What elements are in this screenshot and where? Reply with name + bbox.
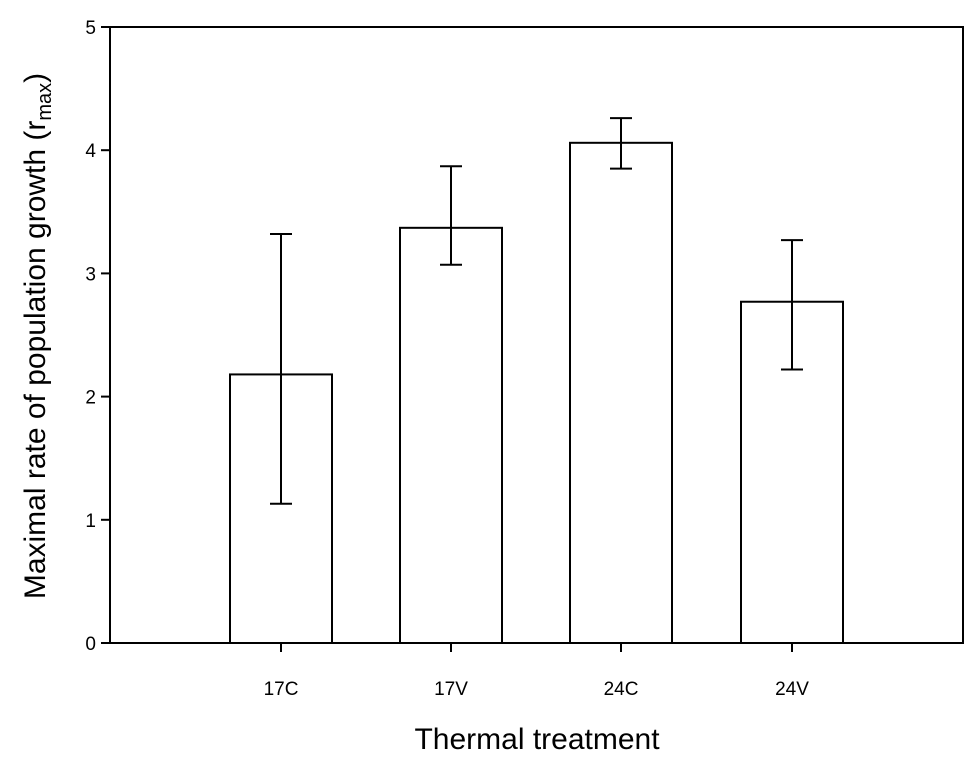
x-tick-label: 17C bbox=[264, 679, 299, 700]
x-tick-label: 17V bbox=[434, 679, 468, 700]
plot-frame bbox=[109, 26, 964, 644]
y-tick-label: 4 bbox=[85, 141, 96, 162]
y-axis-title-subscript: max bbox=[34, 83, 56, 121]
bar-17V bbox=[399, 226, 503, 644]
y-tick-label: 5 bbox=[85, 18, 96, 39]
x-axis-title: Thermal treatment bbox=[414, 723, 660, 756]
y-tick-label: 1 bbox=[85, 511, 96, 532]
y-tick-label: 0 bbox=[85, 634, 96, 655]
y-axis-ticks: 0 1 2 3 4 5 bbox=[85, 18, 110, 655]
bars bbox=[229, 141, 844, 644]
y-tick-label: 3 bbox=[85, 264, 96, 285]
y-tick-label: 2 bbox=[85, 388, 96, 409]
bar-24C bbox=[569, 141, 673, 644]
y-axis-title: Maximal rate of population growth (rmax) bbox=[19, 73, 56, 599]
plot-border bbox=[109, 26, 964, 644]
x-tick-label: 24V bbox=[775, 679, 809, 700]
x-tick-label: 24C bbox=[604, 679, 639, 700]
y-axis-title-close: ) bbox=[19, 73, 52, 83]
y-axis-title-main: Maximal rate of population growth (r bbox=[19, 121, 52, 600]
x-axis-ticks: 17C 17V 24C 24V bbox=[264, 643, 809, 700]
error-bars bbox=[270, 117, 803, 505]
